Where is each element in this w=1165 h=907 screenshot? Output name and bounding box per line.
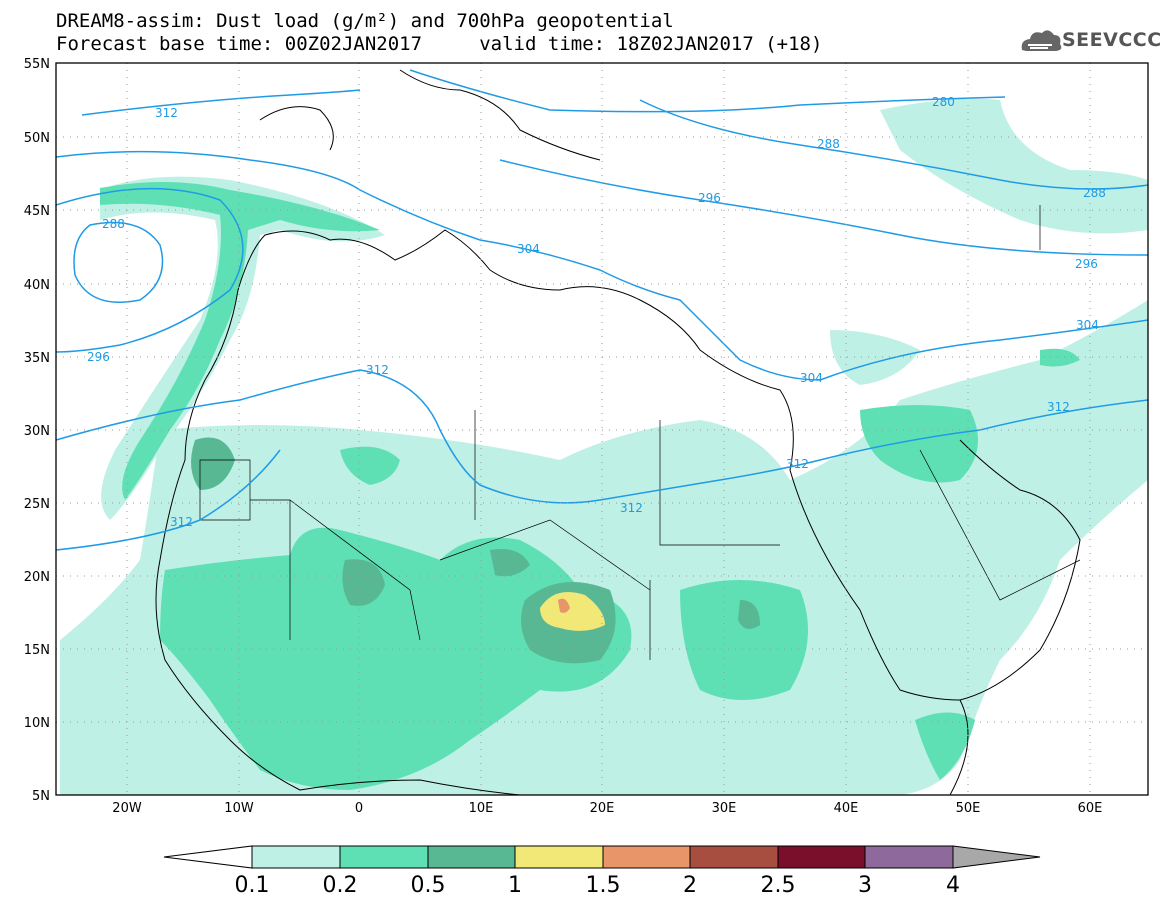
contour-label: 304	[800, 371, 823, 385]
colorbar: 0.1 0.2 0.5 1 1.5 2 2.5 3 4	[163, 845, 1041, 898]
colorbar-segment	[514, 845, 604, 869]
colorbar-label: 1	[508, 873, 522, 898]
contour-label: 296	[698, 191, 721, 205]
contour-label: 312	[1047, 400, 1070, 414]
contour-label: 288	[817, 137, 840, 151]
contour-label: 296	[1075, 257, 1098, 271]
lat-tick-label: 15N	[24, 643, 50, 658]
lon-tick-label: 0	[355, 801, 363, 816]
cloud-icon	[1021, 30, 1062, 51]
colorbar-label: 3	[858, 873, 872, 898]
colorbar-label: 2	[683, 873, 697, 898]
contour-label: 280	[932, 95, 955, 109]
contour-label: 304	[517, 242, 540, 256]
map-frame	[55, 62, 1149, 796]
contour-label: 312	[786, 457, 809, 471]
lon-tick-label: 10W	[224, 801, 254, 816]
colorbar-over-arrow	[952, 845, 1041, 869]
contour-label: 312	[620, 501, 643, 515]
colorbar-segment	[602, 845, 691, 869]
lat-tick-label: 45N	[24, 204, 50, 219]
map-title: DREAM8-assim: Dust load (g/m²) and 700hP…	[56, 10, 674, 32]
lat-tick-label: 50N	[24, 131, 50, 146]
coastlines	[155, 69, 1081, 795]
contour-label: 312	[155, 106, 178, 120]
contour-label: 288	[1083, 186, 1106, 200]
contour-label: 288	[102, 217, 125, 231]
contour-label: 312	[366, 363, 389, 377]
lat-tick-label: 20N	[24, 570, 50, 585]
lon-tick-label: 10E	[469, 801, 494, 816]
colorbar-segment	[427, 845, 516, 869]
dust-level-0-2	[100, 181, 1080, 790]
colorbar-label: 0.1	[235, 873, 270, 898]
lat-tick-label: 40N	[24, 278, 50, 293]
colorbar-under-arrow	[163, 845, 253, 869]
colorbar-segment	[864, 845, 954, 869]
lat-tick-label: 55N	[24, 57, 50, 72]
colorbar-segment	[777, 845, 866, 869]
logo-text: SEEVCCC	[1062, 29, 1162, 51]
forecast-time-line: Forecast base time: 00Z02JAN2017 valid t…	[56, 33, 823, 55]
contour-labels: 312 280 288 296 288 304 296 304 312 296 …	[87, 95, 1106, 529]
lon-tick-label: 20E	[590, 801, 615, 816]
dust-level-1-5	[558, 598, 570, 613]
lat-tick-label: 30N	[24, 424, 50, 439]
dust-level-1	[540, 591, 605, 631]
contour-label: 304	[1076, 318, 1099, 332]
geopotential-contours	[56, 69, 1148, 551]
country-borders	[199, 205, 1081, 660]
lon-tick-label: 50E	[956, 801, 981, 816]
lon-tick-label: 60E	[1078, 801, 1103, 816]
gridlines	[56, 63, 1148, 795]
dust-fields	[56, 69, 1148, 795]
colorbar-label: 0.2	[323, 873, 358, 898]
lon-tick-label: 20W	[112, 801, 142, 816]
lat-tick-label: 5N	[32, 789, 50, 804]
colorbar-segment	[339, 845, 429, 869]
colorbar-segment	[251, 845, 341, 869]
colorbar-segment	[689, 845, 779, 869]
lat-tick-label: 10N	[24, 716, 50, 731]
lat-tick-label: 35N	[24, 351, 50, 366]
contour-label: 312	[170, 515, 193, 529]
lon-tick-label: 30E	[712, 801, 737, 816]
colorbar-label: 4	[946, 873, 960, 898]
colorbar-label: 0.5	[411, 873, 446, 898]
colorbar-label: 1.5	[586, 873, 621, 898]
lon-tick-label: 40E	[834, 801, 859, 816]
longitude-axis: 20W 10W 0 10E 20E 30E 40E 50E 60E	[112, 801, 1102, 816]
lat-tick-label: 25N	[24, 497, 50, 512]
latitude-axis: 55N 50N 45N 40N 35N 30N 25N 20N 15N 10N …	[24, 57, 50, 804]
colorbar-label: 2.5	[761, 873, 796, 898]
